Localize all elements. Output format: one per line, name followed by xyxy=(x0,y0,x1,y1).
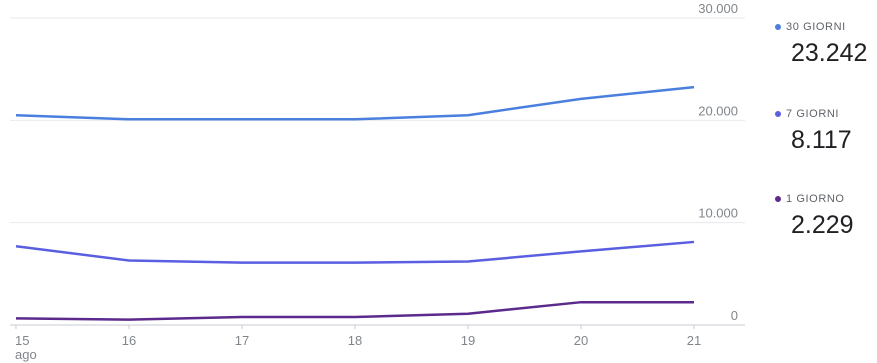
y-tick-label: 30.000 xyxy=(698,1,738,16)
x-tick-label: 18 xyxy=(348,333,362,348)
series-line-30-giorni xyxy=(15,85,695,121)
legend-1-day: 1 GIORNO 2.229 xyxy=(775,192,875,240)
x-tick-label: 19 xyxy=(461,333,475,348)
legend-label-30-days: 30 GIORNI xyxy=(786,21,846,33)
legend-dot-7-days xyxy=(775,111,781,117)
x-tick-label: 15 xyxy=(15,333,29,348)
legend-label-1-day: 1 GIORNO xyxy=(786,193,845,205)
y-axis-ticks: 0 10.000 20.000 30.000 xyxy=(698,1,738,323)
y-tick-label: 0 xyxy=(731,308,738,323)
x-tick-label: 16 xyxy=(122,333,136,348)
legend-30-days: 30 GIORNI 23.242 xyxy=(775,20,875,68)
legend-value-7-days: 8.117 xyxy=(791,126,852,154)
y-tick-label: 10.000 xyxy=(698,206,738,221)
x-tick-label: 21 xyxy=(687,333,701,348)
series-line-1-giorno xyxy=(15,300,694,321)
legend-value-30-days: 23.242 xyxy=(791,39,868,67)
legend-dot-1-day xyxy=(775,196,781,202)
x-tick-label: 20 xyxy=(574,333,588,348)
legend-7-days: 7 GIORNI 8.117 xyxy=(775,107,875,155)
legend-label-7-days: 7 GIORNI xyxy=(786,108,840,120)
series-line-7-giorni xyxy=(15,240,695,264)
legend-value-1-day: 2.229 xyxy=(791,211,854,239)
x-tick-label: 17 xyxy=(235,333,249,348)
x-tick-sublabel: ago xyxy=(15,347,37,362)
x-axis-ticks: 15 16 17 18 19 20 21 ago xyxy=(15,325,701,362)
y-tick-label: 20.000 xyxy=(698,103,738,118)
gridlines xyxy=(10,17,745,326)
legend-dot-30-days xyxy=(775,24,781,30)
series-lines xyxy=(15,85,695,321)
